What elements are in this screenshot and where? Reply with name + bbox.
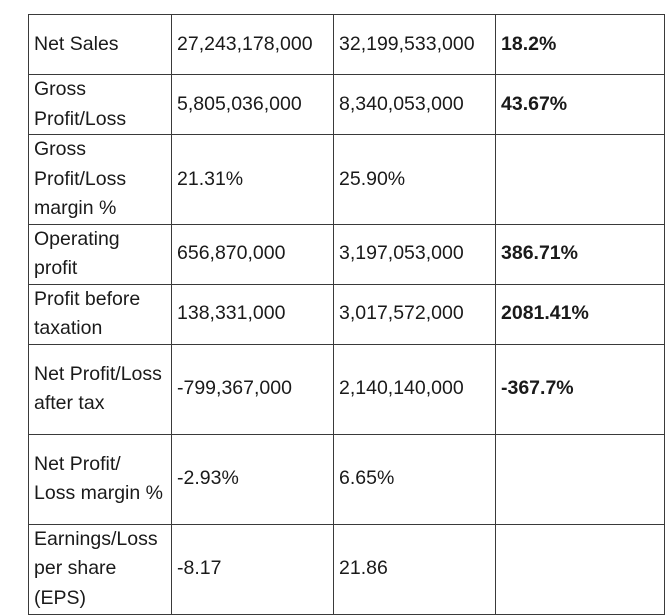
percent-change: 18.2% xyxy=(495,14,665,75)
row-label: Gross Profit/Loss xyxy=(28,74,172,135)
table-row-eps: Earnings/Loss per share (EPS) -8.17 21.8… xyxy=(28,523,665,615)
previous-year-value: -8.17 xyxy=(171,523,334,615)
percent-change: 386.71% xyxy=(495,223,665,285)
row-label: Gross Profit/Loss margin % xyxy=(28,134,172,225)
row-label: Profit before taxation xyxy=(28,283,172,345)
current-year-value: 32,199,533,000 xyxy=(333,14,496,75)
table-row-operating-profit: Operating profit 656,870,000 3,197,053,0… xyxy=(28,223,665,285)
current-year-value: 6.65% xyxy=(333,433,496,525)
previous-year-value: 27,243,178,000 xyxy=(171,14,334,75)
table-row-net-profit: Net Profit/Loss after tax -799,367,000 2… xyxy=(28,343,665,435)
current-year-value: 3,017,572,000 xyxy=(333,283,496,345)
row-label: Net Sales xyxy=(28,14,172,75)
percent-change xyxy=(495,134,665,225)
table-row-net-sales: Net Sales 27,243,178,000 32,199,533,000 … xyxy=(28,14,665,75)
table-row-profit-before-tax: Profit before taxation 138,331,000 3,017… xyxy=(28,283,665,345)
table-row-gross-profit: Gross Profit/Loss 5,805,036,000 8,340,05… xyxy=(28,74,665,135)
previous-year-value: -2.93% xyxy=(171,433,334,525)
previous-year-value: 21.31% xyxy=(171,134,334,225)
previous-year-value: 138,331,000 xyxy=(171,283,334,345)
current-year-value: 2,140,140,000 xyxy=(333,343,496,435)
row-label: Net Profit/ Loss margin % xyxy=(28,433,172,525)
table-row-net-margin: Net Profit/ Loss margin % -2.93% 6.65% xyxy=(28,433,665,525)
previous-year-value: -799,367,000 xyxy=(171,343,334,435)
table-row-gross-margin: Gross Profit/Loss margin % 21.31% 25.90% xyxy=(28,134,665,225)
row-label: Net Profit/Loss after tax xyxy=(28,343,172,435)
row-label: Operating profit xyxy=(28,223,172,285)
financial-results-table: Net Sales 27,243,178,000 32,199,533,000 … xyxy=(28,14,665,615)
current-year-value: 21.86 xyxy=(333,523,496,615)
current-year-value: 3,197,053,000 xyxy=(333,223,496,285)
percent-change xyxy=(495,433,665,525)
percent-change: 2081.41% xyxy=(495,283,665,345)
current-year-value: 8,340,053,000 xyxy=(333,74,496,135)
percent-change xyxy=(495,523,665,615)
percent-change: -367.7% xyxy=(495,343,665,435)
current-year-value: 25.90% xyxy=(333,134,496,225)
percent-change: 43.67% xyxy=(495,74,665,135)
row-label: Earnings/Loss per share (EPS) xyxy=(28,523,172,615)
previous-year-value: 656,870,000 xyxy=(171,223,334,285)
previous-year-value: 5,805,036,000 xyxy=(171,74,334,135)
